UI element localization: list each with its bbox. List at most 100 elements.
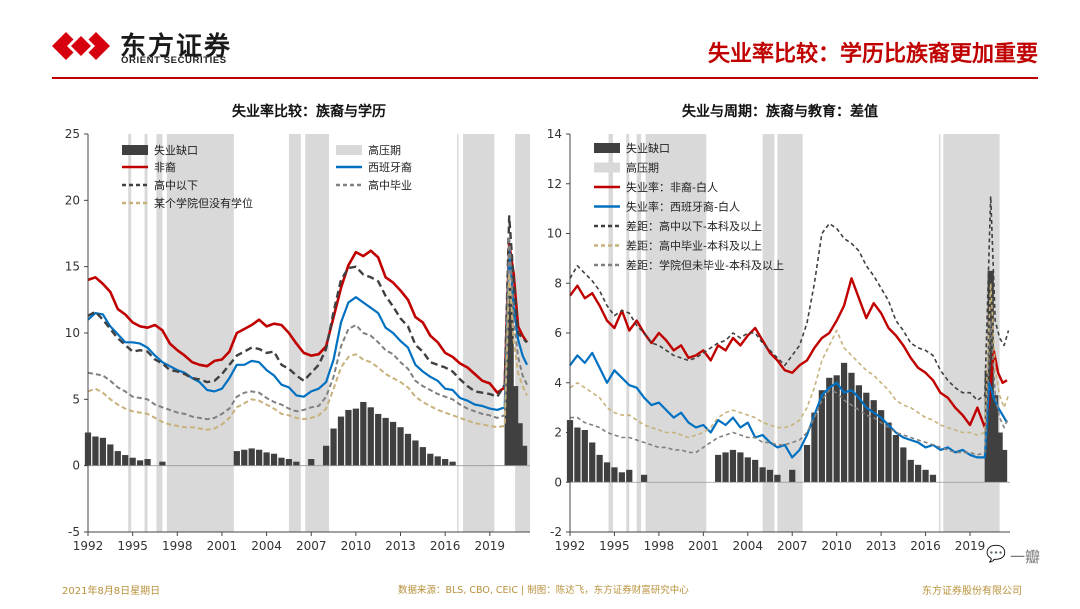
orient-logo-icon [52,32,110,60]
gap-bar [278,457,285,466]
gap-bar [337,416,345,466]
legend-label: 高压期 [368,143,401,157]
recession-band [128,134,132,532]
y-tick-label: 0 [554,475,562,489]
y-tick-label: 6 [554,326,562,340]
recession-band [645,134,707,532]
gap-bar [729,449,737,483]
x-tick-label: 2004 [251,539,282,553]
gap-bar [412,440,419,466]
series-line [87,245,528,411]
y-tick-label: 20 [65,193,80,207]
brand-name-cn: 东方证券 [120,32,233,62]
legend-label: 高中以下 [154,178,198,192]
gap-bar [241,449,248,466]
footer-company: 东方证券股份有限公司 [922,586,1022,597]
gap-bar [389,421,397,466]
gap-bar [759,467,766,483]
recession-band [777,134,803,532]
gap-bar [596,454,603,483]
gap-bar [397,427,404,466]
gap-bar [263,452,270,466]
series-line [569,351,1008,459]
x-tick-label: 1995 [599,539,630,553]
x-tick-label: 1998 [644,539,675,553]
gap-bar [863,392,870,483]
gap-bar [122,455,129,466]
gap-bar [92,436,99,466]
legend-label: 失业率：西班牙裔-白人 [626,200,740,214]
x-tick-label: 2019 [955,539,986,553]
x-tick-label: 2001 [688,539,719,553]
recession-band [156,134,163,532]
recession-band [938,134,941,532]
gap-bar [136,460,144,466]
recession-band [608,134,613,532]
gap-bar [270,453,278,466]
gap-bar [848,372,855,483]
series-line [87,235,528,421]
gap-bar [511,386,519,466]
gap-bar [833,375,840,483]
x-tick-label: 1992 [555,539,586,553]
legend-label: 失业缺口 [154,143,198,157]
gap-bar [870,400,877,483]
x-tick-label: 2007 [296,539,327,553]
y-tick-label: 12 [547,177,562,191]
gap-bar [442,459,449,466]
x-tick-label: 2016 [910,539,941,553]
footer-source: 数据来源：BLS, CBO, CEIC | 制图：陈达飞，东方证券财富研究中心 [398,585,689,596]
gap-bar [737,452,744,483]
x-tick-label: 2013 [866,539,897,553]
chat-bubble-icon: 💬 [985,544,1006,563]
gap-bar [285,459,293,466]
gap-bar [159,461,166,466]
series-line [569,282,1010,439]
gap-bar [611,467,618,483]
gap-bar [520,445,528,466]
chart-left: 失业率比较：族裔与学历 -5 0 5 10 15 20 25 1992 1995 1998 2001 2… [65,103,530,553]
gap-bar [419,447,426,466]
x-tick-label: 2013 [385,539,416,553]
recession-band [636,134,642,532]
x-tick-label: 1998 [162,539,193,553]
gap-bar [789,469,796,483]
legend-label: 差距：学院但未毕业-本科及以上 [626,258,784,272]
recession-band [305,134,330,532]
y-tick-label: 10 [65,326,80,340]
gap-bar [929,474,937,483]
gap-bar [766,469,774,483]
gap-bar [382,417,389,466]
gap-bar [855,385,862,483]
y-tick-label: 8 [554,276,562,290]
gap-bar [715,454,722,483]
y-tick-label: 0 [72,459,80,473]
legend-label: 失业缺口 [626,141,670,155]
chart-right: 失业与周期：族裔与教育：差值 -2 0 2 4 6 8 10 12 14 1992 1995 1998 2… [547,103,1010,553]
recession-band [626,134,630,532]
chart-title: 失业率比较：族裔与学历 [232,103,386,120]
gap-bar [640,474,648,483]
gap-bar [892,434,900,483]
gap-bar [826,377,833,483]
legend-swatch [336,145,362,155]
gap-bar [996,432,1003,483]
gap-bar [603,462,611,483]
gap-bar [107,444,114,466]
gap-bar [99,437,107,466]
x-tick-label: 1992 [73,539,104,553]
gap-bar [840,362,848,483]
y-tick-label: 15 [65,260,80,274]
gap-bar [352,408,360,466]
x-tick-label: 2007 [777,539,808,553]
gap-bar [330,428,337,466]
x-tick-label: 1995 [117,539,148,553]
gap-bar [360,401,367,466]
x-tick-label: 2004 [733,539,764,553]
gap-bar [233,451,240,466]
y-tick-label: 5 [72,392,80,406]
gap-bar [992,395,999,483]
gap-bar [1000,449,1008,483]
x-tick-label: 2001 [207,539,238,553]
gap-bar [589,442,596,483]
